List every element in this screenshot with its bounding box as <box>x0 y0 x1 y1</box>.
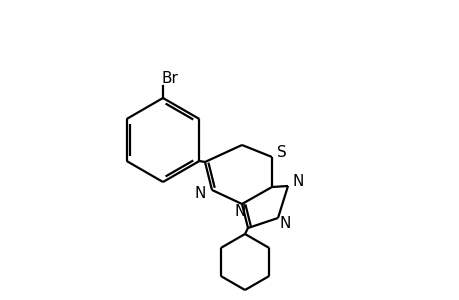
Text: N: N <box>291 175 303 190</box>
Text: Br: Br <box>161 70 178 86</box>
Text: N: N <box>279 215 290 230</box>
Text: N: N <box>234 205 245 220</box>
Text: N: N <box>194 185 205 200</box>
Text: S: S <box>276 145 286 160</box>
